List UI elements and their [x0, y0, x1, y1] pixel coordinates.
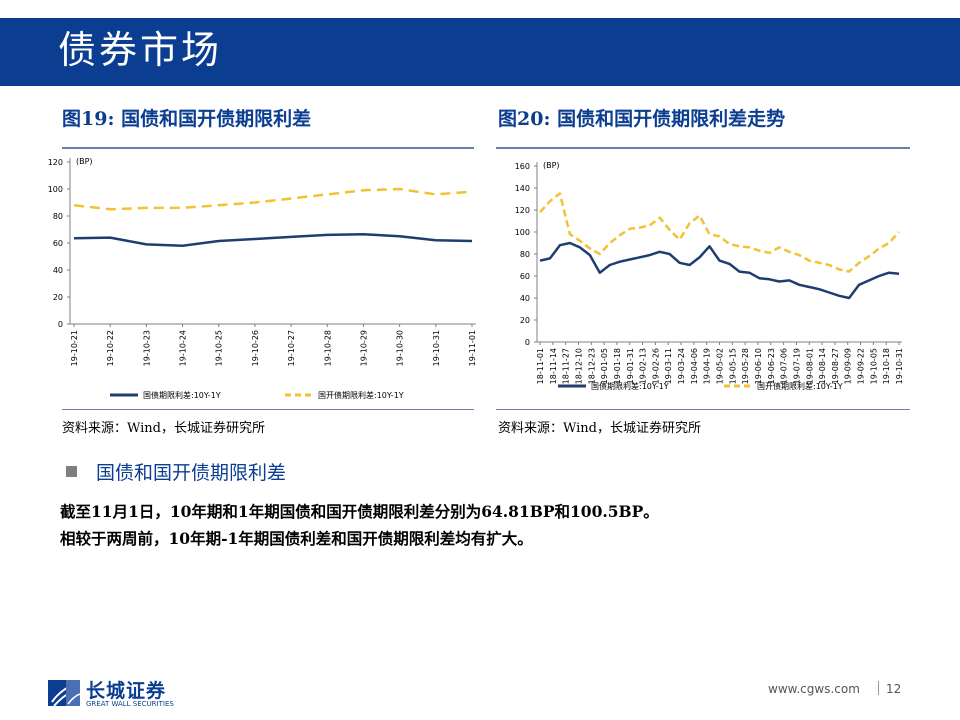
- series-line-cdb: [73, 187, 473, 211]
- header-band: [0, 18, 960, 86]
- x-tick-label: 19-07-06: [780, 348, 789, 384]
- x-tick-label: 19-06-23: [767, 348, 776, 384]
- y-unit-label: (BP): [543, 161, 560, 170]
- legend-label-cdb: 国开债期限利差:10Y-1Y: [757, 381, 843, 391]
- y-tick-label: 0: [525, 338, 530, 347]
- x-tick-label: 19-05-15: [728, 348, 737, 384]
- series-line-cdb: [539, 192, 900, 273]
- x-tick-label: 19-03-24: [677, 348, 686, 384]
- figure-19-title: 图19: 国债和国开债期限利差: [62, 108, 312, 130]
- x-tick-label: 19-10-26: [251, 330, 260, 366]
- x-tick-label: 18-11-27: [562, 348, 571, 384]
- y-tick-label: 60: [53, 239, 63, 248]
- x-tick-label: 19-10-29: [359, 330, 368, 366]
- x-tick-label: 19-10-24: [179, 330, 188, 366]
- series-line-gov: [73, 232, 473, 247]
- x-tick-label: 19-09-22: [857, 348, 866, 384]
- figure-19-bottom-rule: [62, 409, 474, 410]
- x-tick-label: 19-10-28: [323, 330, 332, 366]
- x-tick-label: 19-05-02: [716, 348, 725, 384]
- section-bullet-icon: [66, 466, 77, 477]
- x-tick-label: 18-12-23: [587, 348, 596, 384]
- footer-separator: [878, 681, 879, 695]
- legend-label-cdb: 国开债期限利差:10Y-1Y: [318, 390, 404, 400]
- y-tick-label: 120: [48, 158, 63, 167]
- figure-20-bottom-rule: [496, 409, 910, 410]
- x-tick-label: 19-10-22: [106, 330, 115, 366]
- x-tick-label: 19-07-19: [792, 348, 801, 384]
- y-tick-label: 160: [515, 162, 530, 171]
- x-tick-label: 18-11-14: [549, 348, 558, 384]
- x-tick-label: 19-10-21: [70, 330, 79, 366]
- x-tick-label: 19-01-31: [626, 348, 635, 384]
- x-tick-label: 19-10-27: [287, 330, 296, 366]
- x-tick-label: 19-10-25: [215, 330, 224, 366]
- x-tick-label: 19-05-28: [741, 348, 750, 384]
- logo-chinese-text: 长城证券: [86, 680, 167, 702]
- x-tick-label: 19-10-30: [396, 330, 405, 366]
- y-tick-label: 80: [53, 212, 63, 221]
- x-tick-label: 19-02-13: [639, 348, 648, 384]
- series-line-gov: [539, 241, 900, 300]
- y-tick-label: 40: [53, 266, 63, 275]
- section-heading: 国债和国开债期限利差: [96, 462, 287, 484]
- x-tick-label: 19-09-09: [844, 348, 853, 384]
- company-logo: 长城证券 GREAT WALL SECURITIES: [46, 676, 186, 712]
- y-tick-label: 140: [515, 184, 530, 193]
- body-line-1: 截至11月1日，10年期和1年期国债和国开债期限利差分别为64.81BP和100…: [60, 502, 659, 521]
- x-tick-label: 19-10-23: [142, 330, 151, 366]
- y-tick-label: 20: [53, 293, 63, 302]
- legend-label-gov: 国债期限利差:10Y-1Y: [591, 381, 669, 391]
- chart-20: (BP) 0 20 40 60 80 100 120 140 160 18-11-01 18-11-1…: [515, 161, 904, 391]
- x-tick-label: 19-08-01: [805, 348, 814, 384]
- x-tick-label: 19-10-31: [432, 330, 441, 366]
- x-tick-label: 19-11-01: [468, 330, 477, 366]
- figure-20-title: 图20: 国债和国开债期限利差走势: [498, 108, 786, 130]
- chart-19: (BP) 0 20 40 60 80 100 120 19-10-21 19-10-22 19-10…: [48, 157, 477, 400]
- x-tick-label: 19-08-14: [818, 348, 827, 384]
- y-tick-label: 120: [515, 206, 530, 215]
- y-tick-label: 40: [520, 294, 530, 303]
- y-tick-label: 100: [515, 228, 530, 237]
- x-tick-label: 19-01-18: [613, 348, 622, 384]
- logo-english-text: GREAT WALL SECURITIES: [86, 700, 174, 708]
- x-tick-label: 19-04-19: [703, 348, 712, 384]
- figure-19-top-rule: [62, 147, 474, 149]
- x-tick-label: 18-11-01: [536, 348, 545, 384]
- x-tick-label: 19-04-06: [690, 348, 699, 384]
- x-tick-label: 18-12-10: [574, 348, 583, 384]
- page-title: 债券市场: [58, 28, 223, 72]
- x-tick-label: 19-10-31: [895, 348, 904, 384]
- y-tick-label: 100: [48, 185, 63, 194]
- legend-label-gov: 国债期限利差:10Y-1Y: [143, 390, 221, 400]
- figure-19-source: 资料来源：Wind，长城证券研究所: [62, 421, 265, 436]
- page-number: 12: [886, 682, 902, 696]
- x-tick-label: 19-06-10: [754, 348, 763, 384]
- x-tick-label: 19-08-27: [831, 348, 840, 384]
- y-tick-label: 20: [520, 316, 530, 325]
- y-tick-label: 60: [520, 272, 530, 281]
- y-tick-label: 0: [58, 320, 63, 329]
- logo-mark-icon: [48, 680, 81, 707]
- x-tick-label: 19-10-18: [882, 348, 891, 384]
- y-unit-label: (BP): [76, 157, 93, 166]
- x-tick-label: 19-10-05: [869, 348, 878, 384]
- figure-20-source: 资料来源：Wind，长城证券研究所: [498, 421, 701, 436]
- body-line-2: 相较于两周前，10年期-1年期国债利差和国开债期限利差均有扩大。: [60, 529, 533, 548]
- x-tick-label: 19-01-05: [600, 348, 609, 384]
- x-tick-label: 19-03-11: [664, 348, 673, 384]
- footer-url[interactable]: www.cgws.com: [768, 682, 860, 696]
- x-tick-label: 19-02-26: [651, 348, 660, 384]
- y-tick-label: 80: [520, 250, 530, 259]
- figure-20-top-rule: [496, 147, 910, 149]
